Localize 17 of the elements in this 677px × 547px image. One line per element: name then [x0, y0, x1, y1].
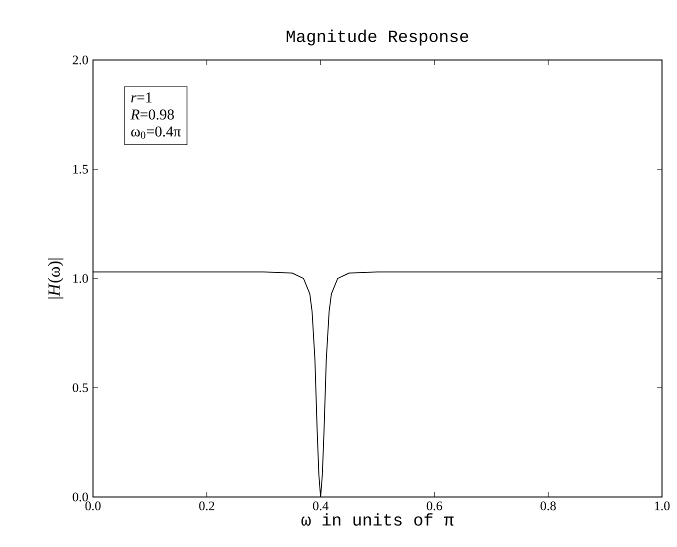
y-tick-label: 0.5 [72, 383, 88, 392]
x-tick-label: 0.2 [199, 502, 214, 510]
x-tick-label: 0.6 [426, 502, 442, 510]
x-tick-label: 1.0 [655, 502, 670, 510]
y-tick-label: 0.0 [72, 492, 88, 502]
annotation: ω$_{0}$=0.4π [131, 126, 181, 139]
y-tick-label: 1.5 [73, 164, 88, 174]
x-tick-label: 0.0 [85, 502, 101, 510]
chart-title: Magnitude Response [286, 30, 468, 46]
y-axis-title: |H(ω)| [48, 258, 64, 298]
x-tick-label: 0.4 [312, 502, 329, 510]
y-tick-label: 1.0 [73, 274, 88, 283]
x-tick-label: 0.8 [540, 502, 556, 510]
annotation: R=0.98 [130, 109, 174, 120]
y-tick-label: 2.0 [72, 56, 88, 64]
x-axis-title: ω in units of π [301, 513, 454, 526]
annotation: r=1 [131, 92, 152, 102]
